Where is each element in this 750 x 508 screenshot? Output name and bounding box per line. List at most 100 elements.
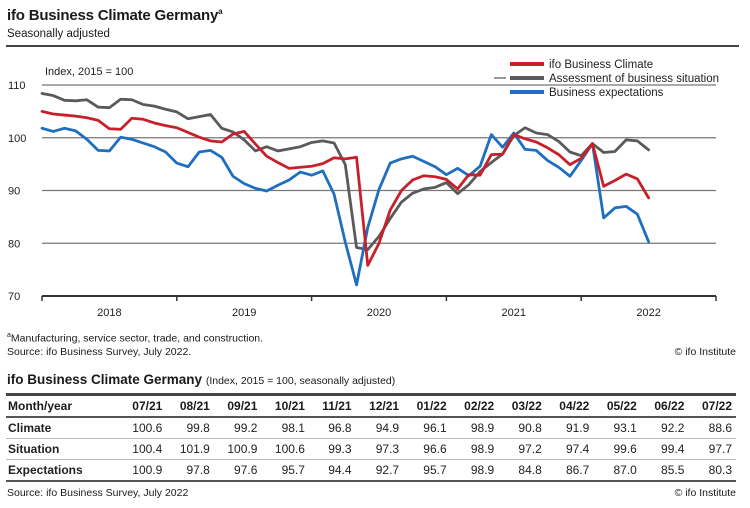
table-cell: 98.9 (470, 421, 495, 435)
series-lines (40, 92, 650, 287)
table-cell: 96.8 (328, 421, 352, 435)
chart-subtitle: Seasonally adjusted (7, 28, 110, 40)
legend-label: Business expectations (549, 87, 664, 99)
data-table: Month/year 07/21 08/21 09/21 10/21 11/21 12/21… (6, 393, 736, 482)
table-cell: 99.6 (613, 442, 637, 456)
table-cell: 93.1 (613, 421, 637, 435)
table-cell: 94.9 (375, 421, 400, 435)
table-cell: 99.2 (234, 421, 258, 435)
table-cell: 99.4 (661, 442, 685, 456)
table-title-text: ifo Business Climate Germany (7, 372, 203, 387)
table-cell: 92.7 (375, 463, 400, 477)
y-tick-label: 80 (8, 238, 20, 250)
chart-copyright: © ifo Institute (674, 346, 736, 358)
table-cell: 95.7 (423, 463, 447, 477)
table-header-label: Month/year (8, 399, 73, 413)
table-cell: 98.9 (470, 442, 495, 456)
table-cell: 84.8 (518, 463, 542, 477)
table-header-month: 05/22 (606, 399, 637, 413)
table-cell: 100.6 (274, 442, 305, 456)
table-cell: 94.4 (328, 463, 352, 477)
table-cell: 88.6 (708, 421, 732, 435)
table-row: Situation 100.4 101.9 100.9 100.6 99.3 97.3 96.… (6, 439, 736, 460)
table-header-month: 07/21 (132, 399, 163, 413)
table-cell: 80.3 (708, 463, 732, 477)
table-cell: 97.4 (565, 442, 590, 456)
y-tick-label: 90 (8, 186, 20, 198)
table-header-row: Month/year 07/21 08/21 09/21 10/21 11/21 12/21… (6, 394, 736, 417)
table-header-month: 08/21 (179, 399, 210, 413)
table-header-month: 04/22 (559, 399, 590, 413)
table-cell: 85.5 (661, 463, 685, 477)
y-axis-ticks: 70 80 90 100 110 (8, 80, 26, 303)
table-cell: 100.9 (227, 442, 258, 456)
chart-source: Source: ifo Business Survey, July 2022. (7, 346, 192, 358)
table-cell: 101.9 (179, 442, 210, 456)
table-cell: 87.0 (613, 463, 637, 477)
footnote-marker: a (7, 332, 11, 339)
table-cell: 91.9 (565, 421, 590, 435)
table-title: ifo Business Climate Germany (Index, 201… (7, 372, 395, 387)
table-row: Climate 100.6 99.8 99.2 98.1 96.8 94.9 96.1 98.9… (6, 417, 736, 439)
table-cell: 96.6 (423, 442, 447, 456)
legend-label: ifo Business Climate (549, 59, 653, 71)
table-cell: 97.6 (234, 463, 258, 477)
table-row: Expectations 100.9 97.8 97.6 95.7 94.4 92.7 95.… (6, 460, 736, 481)
table-header-month: 07/22 (701, 399, 732, 413)
footnote: aManufacturing, service sector, trade, a… (7, 332, 263, 345)
x-tick-label: 2022 (636, 307, 660, 319)
chart-title-text: ifo Business Climate Germany (7, 7, 219, 24)
table-cell: 92.2 (661, 421, 685, 435)
table-header-month: 03/22 (511, 399, 542, 413)
table-cell: 97.2 (518, 442, 542, 456)
table-cell: 100.6 (132, 421, 163, 435)
row-label: Expectations (8, 463, 83, 477)
table-cell: 96.1 (423, 421, 447, 435)
gridlines (42, 84, 716, 244)
series-line-ifo-business-climate (40, 109, 650, 267)
y-axis-label: Index, 2015 = 100 (45, 66, 133, 78)
row-label: Situation (8, 442, 60, 456)
table-cell: 97.7 (708, 442, 732, 456)
x-axis: 2018 2019 2020 2021 2022 (41, 295, 717, 319)
table-header-month: 02/22 (464, 399, 495, 413)
series-line-assessment-of-business-situation (40, 92, 650, 251)
row-label: Climate (8, 421, 52, 435)
table-header-month: 10/21 (274, 399, 305, 413)
table-cell: 100.9 (132, 463, 163, 477)
header-rule (6, 45, 739, 47)
table-body: Climate 100.6 99.8 99.2 98.1 96.8 94.9 96.1 98.9… (6, 417, 736, 481)
table-header-month: 11/21 (322, 399, 352, 413)
x-tick-label: 2019 (232, 307, 256, 319)
table-cell: 98.9 (470, 463, 495, 477)
title-footnote-marker: a (218, 7, 223, 16)
y-tick-label: 70 (8, 291, 20, 303)
table-cell: 98.1 (281, 421, 305, 435)
table-cell: 90.8 (518, 421, 542, 435)
x-tick-label: 2021 (502, 307, 526, 319)
table-header-month: 09/21 (227, 399, 258, 413)
x-tick-label: 2018 (97, 307, 121, 319)
table-cell: 99.8 (186, 421, 210, 435)
x-tick-label: 2020 (367, 307, 391, 319)
table-cell: 97.3 (375, 442, 400, 456)
table-cell: 99.3 (328, 442, 352, 456)
legend: ifo Business Climate Assessment of busine… (494, 59, 719, 99)
y-tick-label: 100 (8, 133, 26, 145)
table-title-note: (Index, 2015 = 100, seasonally adjusted) (205, 375, 396, 387)
table-cell: 97.8 (186, 463, 210, 477)
table-copyright: © ifo Institute (674, 487, 736, 499)
table-header-month: 12/21 (369, 399, 400, 413)
table-cell: 95.7 (281, 463, 305, 477)
table-source: Source: ifo Business Survey, July 2022 (7, 487, 189, 499)
series-line-business-expectations (40, 126, 650, 287)
y-tick-label: 110 (8, 80, 26, 92)
footnote-text: Manufacturing, service sector, trade, an… (10, 332, 264, 345)
table-header-month: 01/22 (416, 399, 447, 413)
table-cell: 86.7 (565, 463, 590, 477)
table-cell: 100.4 (132, 442, 163, 456)
table-header-month: 06/22 (654, 399, 685, 413)
legend-label: Assessment of business situation (549, 73, 719, 85)
chart-title: ifo Business Climate Germanya (7, 7, 223, 24)
